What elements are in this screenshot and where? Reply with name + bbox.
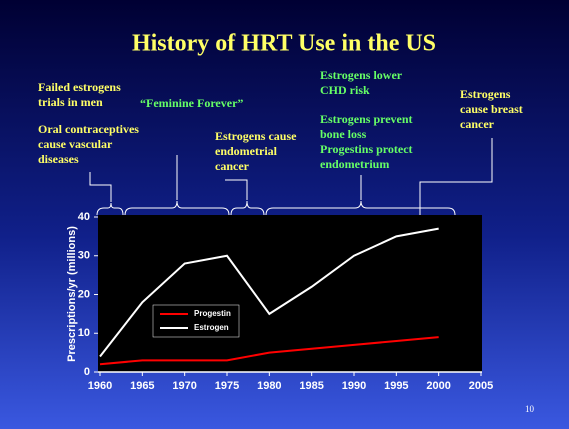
annotation: bone loss — [320, 127, 367, 141]
brace — [96, 202, 124, 216]
x-tick-label: 1985 — [299, 380, 323, 392]
annotation: cancer — [460, 117, 495, 131]
annotation: diseases — [38, 152, 79, 166]
legend-box — [152, 304, 240, 338]
annotation: Estrogens prevent — [320, 112, 413, 126]
x-tick-label: 2000 — [426, 380, 450, 392]
annotation: cancer — [215, 159, 250, 173]
annotation: cause breast — [460, 102, 523, 116]
x-tick-label: 2005 — [469, 380, 493, 392]
brace — [265, 200, 456, 216]
x-tick-label: 1970 — [172, 380, 196, 392]
annotation: Estrogens cause — [215, 129, 297, 143]
y-axis-label: Prescriptions/yr (millions) — [66, 226, 78, 362]
y-tick-label: 30 — [78, 250, 90, 262]
x-tick-label: 1960 — [88, 380, 112, 392]
x-tick-label: 1990 — [342, 380, 366, 392]
page-number: 10 — [525, 404, 535, 414]
annotation: Failed estrogens — [38, 80, 121, 94]
x-tick-label: 1995 — [384, 380, 408, 392]
y-tick-label: 10 — [78, 327, 90, 339]
y-tick-label: 20 — [78, 288, 90, 300]
braces — [89, 138, 493, 220]
series-line — [99, 227, 439, 358]
legend-label: Estrogen — [194, 323, 229, 332]
annotation: “Feminine Forever” — [140, 96, 243, 110]
x-tick-label: 1975 — [215, 380, 239, 392]
x-tick-label: 1980 — [257, 380, 281, 392]
y-tick-label: 0 — [84, 366, 90, 378]
annotation: cause vascular — [38, 137, 113, 151]
annotation: trials in men — [38, 95, 103, 109]
plot-area — [98, 215, 482, 372]
annotation: Progestins protect — [320, 142, 413, 156]
legend-label: Progestin — [194, 309, 231, 318]
brace — [124, 200, 230, 216]
brace — [230, 200, 265, 216]
connector — [419, 138, 493, 220]
annotation: CHD risk — [320, 83, 370, 97]
annotation: Estrogens lower — [320, 68, 403, 82]
annotation: endometrial — [215, 144, 278, 158]
series-line — [99, 336, 439, 366]
y-tick-label: 40 — [78, 211, 90, 223]
annotation: Oral contraceptives — [38, 122, 139, 136]
annotation: Estrogens — [460, 87, 511, 101]
connector — [225, 179, 248, 200]
annotation: endometrium — [320, 157, 389, 171]
title: History of HRT Use in the US — [132, 31, 436, 57]
x-tick-label: 1965 — [130, 380, 154, 392]
connector — [89, 172, 112, 202]
